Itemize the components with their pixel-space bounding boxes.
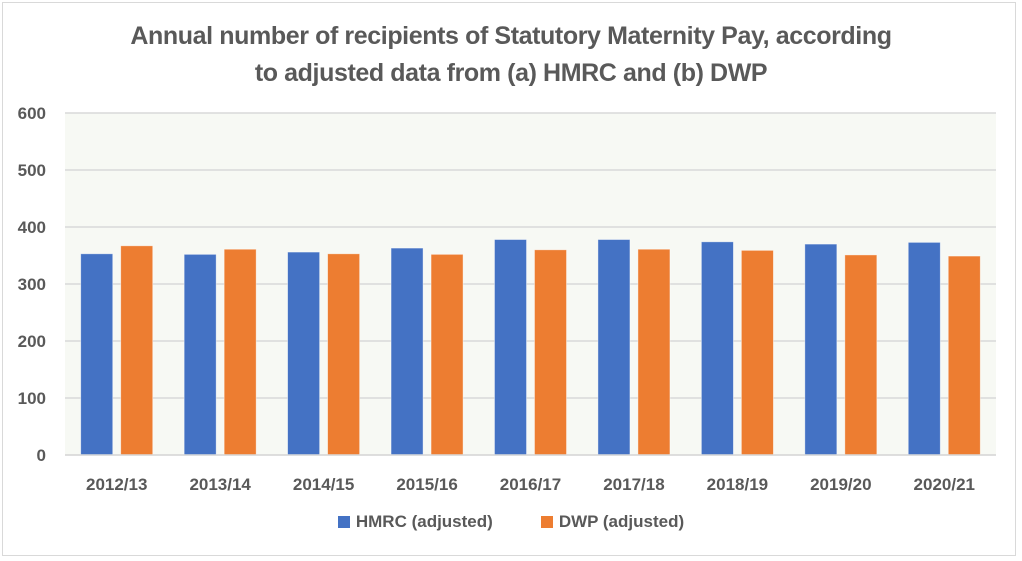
legend: HMRC (adjusted) DWP (adjusted) — [0, 512, 1022, 532]
bar-hmrc — [80, 253, 114, 456]
y-tick-label: 0 — [37, 446, 46, 465]
legend-item-dwp: DWP (adjusted) — [540, 512, 685, 532]
bar-dwp — [223, 248, 257, 456]
x-tick-label: 2014/15 — [293, 475, 354, 494]
x-tick-label: 2020/21 — [914, 475, 975, 494]
bar-dwp — [120, 245, 154, 456]
y-tick-label: 200 — [18, 332, 46, 351]
legend-swatch-dwp — [540, 516, 553, 528]
x-tick-label: 2013/14 — [189, 475, 251, 494]
x-tick-label: 2015/16 — [396, 475, 457, 494]
chart-title: Annual number of recipients of Statutory… — [0, 18, 1022, 92]
bar-hmrc — [494, 239, 527, 456]
bar-dwp — [430, 253, 464, 456]
bar-hmrc — [804, 243, 838, 456]
bar-hmrc — [597, 239, 631, 456]
bar-hmrc — [390, 247, 424, 456]
bar-hmrc — [183, 253, 217, 456]
x-tick-label: 2018/19 — [707, 475, 768, 494]
chart-title-line-1: Annual number of recipients of Statutory… — [130, 22, 892, 50]
bar-dwp — [637, 248, 671, 456]
bar-dwp — [327, 253, 361, 456]
bar-dwp — [534, 249, 567, 456]
x-tick-label: 2019/20 — [810, 475, 871, 494]
bar-dwp — [844, 254, 878, 456]
legend-swatch-hmrc — [337, 516, 350, 528]
bar-dwp — [740, 249, 774, 456]
y-tick-label: 100 — [18, 389, 46, 408]
bar-dwp — [947, 255, 981, 456]
legend-item-hmrc: HMRC (adjusted) — [337, 512, 493, 532]
legend-label-dwp: DWP (adjusted) — [558, 512, 685, 531]
chart-title-line-2: to adjusted data from (a) HMRC and (b) D… — [254, 59, 768, 87]
bar-hmrc — [287, 251, 321, 456]
bar-hmrc — [907, 241, 941, 456]
y-tick-label: 500 — [18, 161, 46, 180]
x-tick-label: 2012/13 — [86, 475, 147, 494]
legend-label-hmrc: HMRC (adjusted) — [355, 512, 493, 531]
y-tick-label: 300 — [18, 275, 46, 294]
y-tick-label: 600 — [18, 104, 46, 123]
y-tick-label: 400 — [18, 218, 46, 237]
x-tick-label: 2016/17 — [500, 475, 561, 494]
x-tick-label: 2017/18 — [603, 475, 664, 494]
bar-hmrc — [700, 241, 734, 456]
